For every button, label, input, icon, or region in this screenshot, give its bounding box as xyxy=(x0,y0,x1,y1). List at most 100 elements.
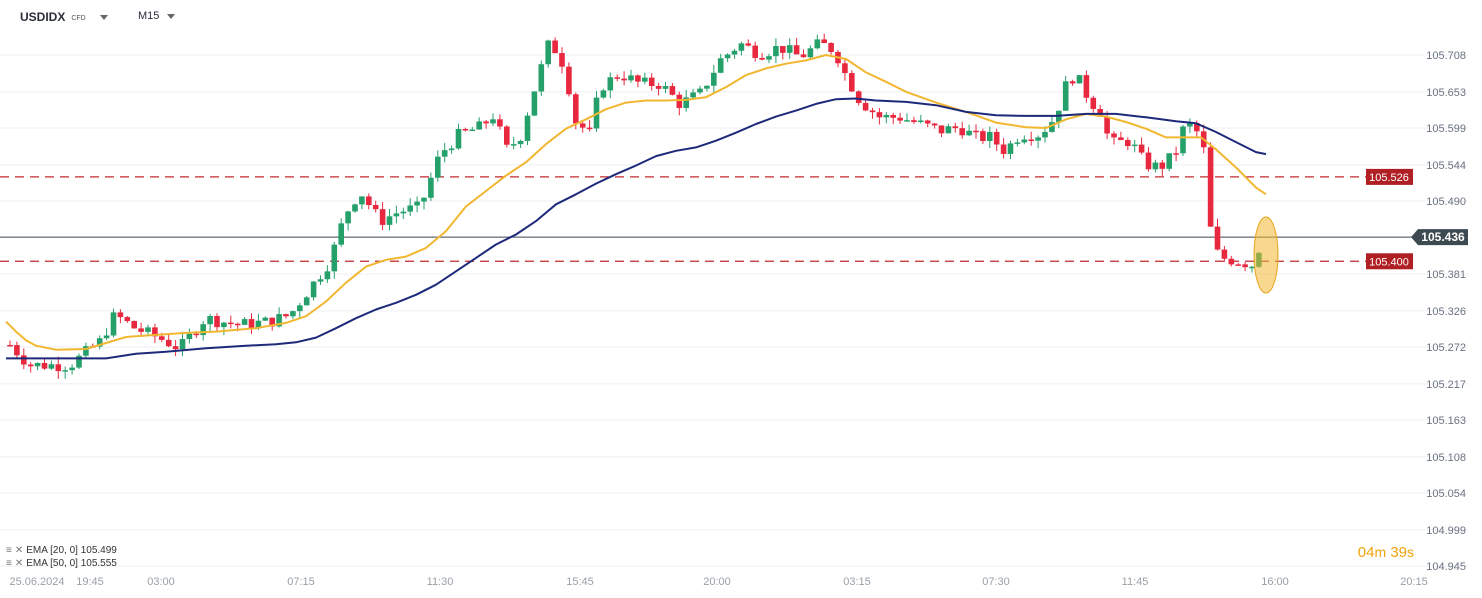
candle-up xyxy=(814,39,821,49)
candle-down xyxy=(911,120,917,122)
candle-down xyxy=(1118,137,1124,141)
chart-grid xyxy=(0,54,1468,567)
symbol-dropdown-icon[interactable] xyxy=(99,14,108,20)
x-tick-label: 25.06.2024 xyxy=(9,576,64,588)
candle-down xyxy=(655,86,662,89)
candle-down xyxy=(952,126,959,129)
timeframe-dropdown-icon[interactable] xyxy=(167,13,176,19)
candle-up xyxy=(62,370,68,372)
candle-down xyxy=(1125,140,1131,147)
candle-down xyxy=(669,86,676,95)
candle-up xyxy=(96,338,103,347)
candle-down xyxy=(579,123,586,128)
candle-down xyxy=(172,346,179,350)
candle-up xyxy=(255,320,262,329)
y-tick-label: 105.326 xyxy=(1426,306,1466,318)
candle-down xyxy=(165,339,172,347)
candle-down xyxy=(559,53,565,67)
countdown-m: m xyxy=(1374,544,1387,560)
candle-down xyxy=(55,364,62,372)
close-icon[interactable]: ✕ xyxy=(14,558,24,569)
candle-down xyxy=(1028,139,1034,142)
menu-icon[interactable]: ≡ xyxy=(6,558,12,569)
candle-up xyxy=(448,148,455,151)
candle-down xyxy=(1111,133,1117,138)
candle-down xyxy=(497,119,503,127)
candle-up xyxy=(510,144,517,146)
symbol-selector[interactable]: USDIDX CFD xyxy=(20,10,108,24)
overlays: 105.526 105.400 105.436 xyxy=(1253,168,1468,294)
symbol-name[interactable]: USDIDX xyxy=(20,10,66,24)
candle-down xyxy=(1090,97,1097,109)
candle-down xyxy=(159,336,165,340)
candle-down xyxy=(793,45,800,55)
candle-up xyxy=(297,305,303,312)
candle-up xyxy=(441,150,448,157)
candle-up xyxy=(1187,122,1193,127)
candle-up xyxy=(186,333,193,340)
candle-down xyxy=(959,128,965,136)
timeframe-selector[interactable]: M15 xyxy=(138,10,176,22)
candle-up xyxy=(987,131,993,142)
candle-up xyxy=(1021,139,1028,143)
candle-down xyxy=(379,209,386,225)
indicator-legend-ema20[interactable]: ≡ ✕ EMA [20, 0] 105.499 xyxy=(6,545,117,556)
candle-down xyxy=(1145,152,1152,170)
candle-up xyxy=(469,129,476,132)
ema50-line xyxy=(6,97,1267,360)
candle-up xyxy=(393,213,400,217)
highlight-ellipse xyxy=(1253,216,1279,294)
timeframe-label: M15 xyxy=(138,10,160,22)
candle-up xyxy=(476,121,482,130)
candle-down xyxy=(862,102,869,111)
candles xyxy=(7,33,1262,379)
candle-down xyxy=(586,127,593,130)
candle-down xyxy=(483,121,489,124)
candle-down xyxy=(234,323,241,326)
level-label: 105.400 xyxy=(1369,256,1409,268)
level-label-box xyxy=(1366,168,1413,185)
candle-up xyxy=(1131,144,1138,147)
candle-up xyxy=(338,223,344,245)
indicator-legend-ema50[interactable]: ≡ ✕ EMA [50, 0] 105.555 xyxy=(6,558,117,569)
y-tick-label: 104.999 xyxy=(1426,525,1466,537)
candle-up xyxy=(207,316,213,325)
candle-up xyxy=(731,50,738,55)
y-tick-label: 105.708 xyxy=(1426,50,1466,62)
indicator-label: EMA [20, 0] 105.499 xyxy=(26,545,117,556)
candle-down xyxy=(41,362,48,369)
candle-down xyxy=(800,54,807,58)
candle-up xyxy=(704,85,710,89)
candle-down xyxy=(1083,75,1090,98)
candle-down xyxy=(193,333,200,336)
x-tick-label: 15:45 xyxy=(566,576,594,588)
y-tick-label: 105.599 xyxy=(1426,123,1466,135)
candle-down xyxy=(1194,122,1200,132)
menu-icon[interactable]: ≡ xyxy=(6,545,12,556)
candle-down xyxy=(980,131,986,142)
candle-down xyxy=(752,45,758,58)
candle-down xyxy=(897,117,903,121)
close-icon[interactable]: ✕ xyxy=(14,545,24,556)
candle-up xyxy=(490,119,496,124)
candle-down xyxy=(876,112,883,118)
candle-up xyxy=(414,201,420,206)
candle-down xyxy=(780,46,786,53)
candle-up xyxy=(1166,153,1172,169)
candle-up xyxy=(531,91,538,116)
candle-up xyxy=(807,48,814,58)
candle-down xyxy=(635,75,641,82)
candle-down xyxy=(676,94,683,108)
candle-up xyxy=(766,56,772,60)
ema20-line xyxy=(5,54,1267,351)
candle-up xyxy=(524,115,531,141)
candle-up xyxy=(290,311,296,317)
ema-lines xyxy=(5,54,1267,360)
candle-up xyxy=(145,327,151,332)
candle-up xyxy=(642,77,648,82)
candle-up xyxy=(697,88,703,93)
candle-down xyxy=(855,91,862,103)
candle-up xyxy=(945,126,952,134)
candle-down xyxy=(993,131,1000,145)
